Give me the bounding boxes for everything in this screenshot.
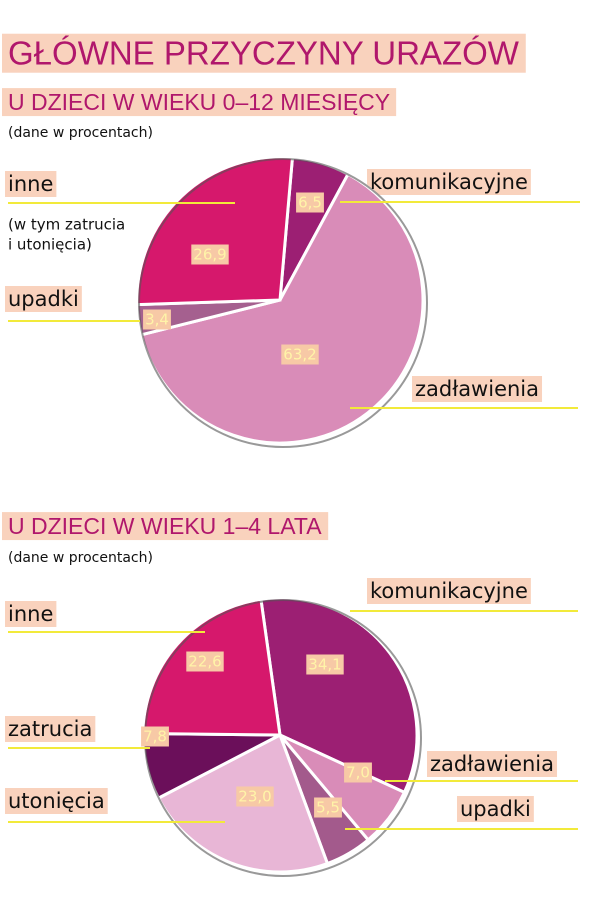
value-label: 5,5: [316, 799, 340, 817]
annotation: (w tym zatrucia: [8, 216, 125, 234]
pie-slice: [139, 172, 425, 445]
annotation: i utonięcia): [8, 236, 92, 254]
value-background: [281, 344, 319, 365]
label-background: [367, 578, 531, 604]
value-label: 6,5: [298, 194, 322, 212]
category-label: komunikacyjne: [370, 579, 528, 603]
label-background: [2, 88, 397, 117]
label-background: [367, 169, 531, 195]
category-label: utonięcia: [8, 789, 105, 813]
label-background: [5, 171, 57, 197]
value-label: 23,0: [238, 788, 271, 806]
label-background: [412, 376, 543, 402]
value-background: [306, 654, 344, 675]
chart-subtitle: (dane w procentach): [8, 550, 153, 566]
category-label: zatrucia: [8, 717, 92, 741]
category-label: komunikacyjne: [370, 170, 528, 194]
label-background: [5, 286, 82, 312]
value-label: 7,8: [143, 728, 167, 746]
label-background: [5, 788, 108, 814]
label-background: [2, 512, 329, 541]
value-label: 3,4: [145, 311, 169, 329]
category-label: inne: [8, 602, 53, 626]
label-background: [2, 33, 526, 73]
category-label: zadławienia: [415, 377, 539, 401]
pie-slice: [135, 155, 295, 307]
chart-title: U DZIECI W WIEKU 1–4 LATA: [8, 513, 322, 539]
category-label: upadki: [460, 797, 531, 821]
pie-outline: [138, 158, 428, 448]
value-label: 26,9: [193, 246, 226, 264]
category-label: zadławienia: [430, 752, 554, 776]
label-background: [5, 716, 96, 742]
main-title: GŁÓWNE PRZYCZYNY URAZÓW: [8, 35, 520, 72]
value-label: 7,0: [346, 764, 370, 782]
value-background: [236, 786, 274, 807]
category-label: inne: [8, 172, 53, 196]
value-label: 22,6: [188, 653, 221, 671]
value-background: [143, 309, 171, 330]
label-background: [427, 751, 558, 777]
chart-title: U DZIECI W WIEKU 0–12 MIESIĘCY: [8, 89, 390, 115]
label-background: [457, 796, 534, 822]
category-label: upadki: [8, 287, 79, 311]
value-background: [186, 651, 224, 672]
value-background: [344, 762, 372, 783]
chart-subtitle: (dane w procentach): [8, 125, 153, 141]
value-background: [191, 244, 229, 265]
value-background: [314, 797, 342, 818]
value-label: 63,2: [283, 346, 316, 364]
label-background: [5, 601, 57, 627]
value-background: [141, 726, 169, 747]
value-label: 34,1: [308, 656, 341, 674]
value-background: [296, 192, 324, 213]
